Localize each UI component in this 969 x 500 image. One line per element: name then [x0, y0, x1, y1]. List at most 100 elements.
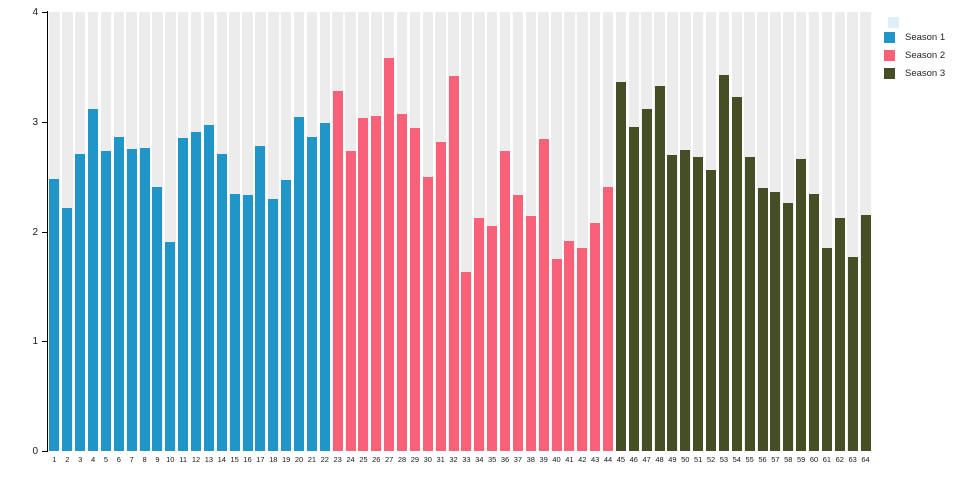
x-tick-label: 4 — [90, 455, 96, 464]
bar-episode-50[interactable] — [680, 150, 691, 451]
bar-episode-45[interactable] — [615, 82, 626, 451]
bar-episode-6[interactable] — [113, 137, 124, 451]
bar-episode-8[interactable] — [139, 148, 150, 451]
bar-episode-49[interactable] — [667, 154, 678, 451]
bar-episode-18[interactable] — [268, 198, 279, 451]
y-tick-mark — [42, 341, 47, 343]
bar-episode-46[interactable] — [628, 127, 639, 451]
x-tick-label: 10 — [166, 455, 175, 464]
x-tick-label: 17 — [256, 455, 265, 464]
x-tick-label: 29 — [410, 455, 420, 464]
y-tick-label: 4 — [32, 7, 38, 18]
legend: Season 1 Season 2 Season 3 — [884, 31, 945, 85]
bar-episode-44[interactable] — [603, 186, 614, 451]
bar-episode-42[interactable] — [577, 247, 588, 451]
x-tick-label: 39 — [539, 455, 548, 464]
bar-episode-59[interactable] — [796, 159, 807, 451]
bar-episode-47[interactable] — [641, 108, 652, 451]
x-tick-label: 58 — [784, 455, 793, 464]
x-tick-label: 18 — [269, 455, 278, 464]
legend-item-season-2[interactable]: Season 2 — [884, 49, 945, 61]
bar-episode-4[interactable] — [88, 108, 99, 451]
x-tick-label: 20 — [294, 455, 304, 464]
bar-episode-33[interactable] — [461, 272, 472, 451]
bar-episode-26[interactable] — [371, 116, 382, 451]
x-tick-label: 6 — [116, 455, 121, 464]
bar-episode-27[interactable] — [384, 58, 395, 451]
bar-episode-51[interactable] — [693, 156, 704, 451]
bar-episode-53[interactable] — [718, 74, 729, 451]
bar-episode-61[interactable] — [821, 247, 832, 451]
bar-episode-37[interactable] — [512, 195, 523, 451]
bar-episode-38[interactable] — [525, 216, 536, 451]
bar-episode-20[interactable] — [294, 117, 305, 451]
x-tick-label: 34 — [475, 455, 484, 464]
bar-episode-22[interactable] — [319, 122, 330, 451]
bar-episode-15[interactable] — [229, 194, 240, 451]
bar-episode-5[interactable] — [100, 151, 111, 451]
bar-episode-60[interactable] — [809, 194, 820, 451]
x-tick-label: 19 — [282, 455, 291, 464]
bar-episode-31[interactable] — [435, 141, 446, 451]
bar-episode-16[interactable] — [242, 195, 253, 451]
bar-episode-14[interactable] — [216, 153, 227, 451]
bar-episode-29[interactable] — [409, 128, 420, 451]
bar-episode-13[interactable] — [203, 125, 214, 451]
bar-episode-17[interactable] — [255, 145, 266, 451]
bar-episode-11[interactable] — [178, 138, 189, 451]
grid-stripe — [564, 12, 575, 451]
bar-episode-10[interactable] — [165, 242, 176, 451]
bar-episode-28[interactable] — [397, 114, 408, 451]
bar-episode-9[interactable] — [152, 186, 163, 451]
x-tick-label: 61 — [822, 455, 832, 464]
bar-episode-48[interactable] — [654, 85, 665, 451]
y-tick-mark — [42, 231, 47, 233]
bar-episode-24[interactable] — [345, 151, 356, 451]
bar-episode-54[interactable] — [731, 96, 742, 451]
bar-episode-3[interactable] — [75, 153, 86, 451]
x-tick-label: 53 — [719, 455, 729, 464]
bar-episode-35[interactable] — [487, 226, 498, 451]
bar-episode-43[interactable] — [590, 222, 601, 451]
x-tick-label: 9 — [155, 455, 160, 464]
grid-stripe — [165, 12, 176, 451]
x-tick-label: 14 — [217, 455, 226, 464]
bar-episode-12[interactable] — [191, 131, 202, 451]
bar-episode-58[interactable] — [783, 202, 794, 451]
x-tick-label: 57 — [771, 455, 780, 464]
bar-episode-36[interactable] — [500, 151, 511, 451]
x-tick-label: 31 — [436, 455, 445, 464]
bar-episode-34[interactable] — [474, 218, 485, 451]
bar-episode-1[interactable] — [49, 178, 60, 451]
legend-item-season-1[interactable]: Season 1 — [884, 31, 945, 43]
y-tick-label: 2 — [32, 226, 38, 238]
bar-episode-25[interactable] — [358, 118, 369, 451]
bar-episode-57[interactable] — [770, 192, 781, 451]
x-tick-label: 56 — [758, 455, 767, 464]
x-tick-label: 63 — [848, 455, 857, 464]
bar-episode-32[interactable] — [448, 75, 459, 451]
bar-episode-62[interactable] — [834, 218, 845, 451]
x-tick-label: 23 — [333, 455, 342, 464]
x-tick-label: 13 — [204, 455, 214, 464]
bar-episode-56[interactable] — [757, 187, 768, 451]
legend-item-season-3[interactable]: Season 3 — [884, 67, 945, 79]
legend-swatch-ghost — [888, 17, 899, 28]
bar-episode-39[interactable] — [538, 139, 549, 451]
bar-episode-63[interactable] — [847, 256, 858, 451]
bar-episode-19[interactable] — [281, 179, 292, 451]
x-tick-label: 48 — [655, 455, 664, 464]
bar-episode-40[interactable] — [551, 258, 562, 451]
legend-label-season-3: Season 3 — [905, 67, 946, 79]
bar-episode-64[interactable] — [860, 215, 871, 451]
bar-episode-41[interactable] — [564, 241, 575, 451]
grid-stripe — [847, 12, 858, 451]
bar-episode-52[interactable] — [706, 170, 717, 451]
x-tick-label: 27 — [385, 455, 394, 464]
bar-episode-23[interactable] — [332, 91, 343, 451]
bar-episode-55[interactable] — [744, 156, 755, 451]
bar-episode-21[interactable] — [306, 137, 317, 451]
bar-episode-30[interactable] — [422, 176, 433, 451]
bar-episode-7[interactable] — [126, 149, 137, 451]
bar-episode-2[interactable] — [62, 208, 73, 451]
